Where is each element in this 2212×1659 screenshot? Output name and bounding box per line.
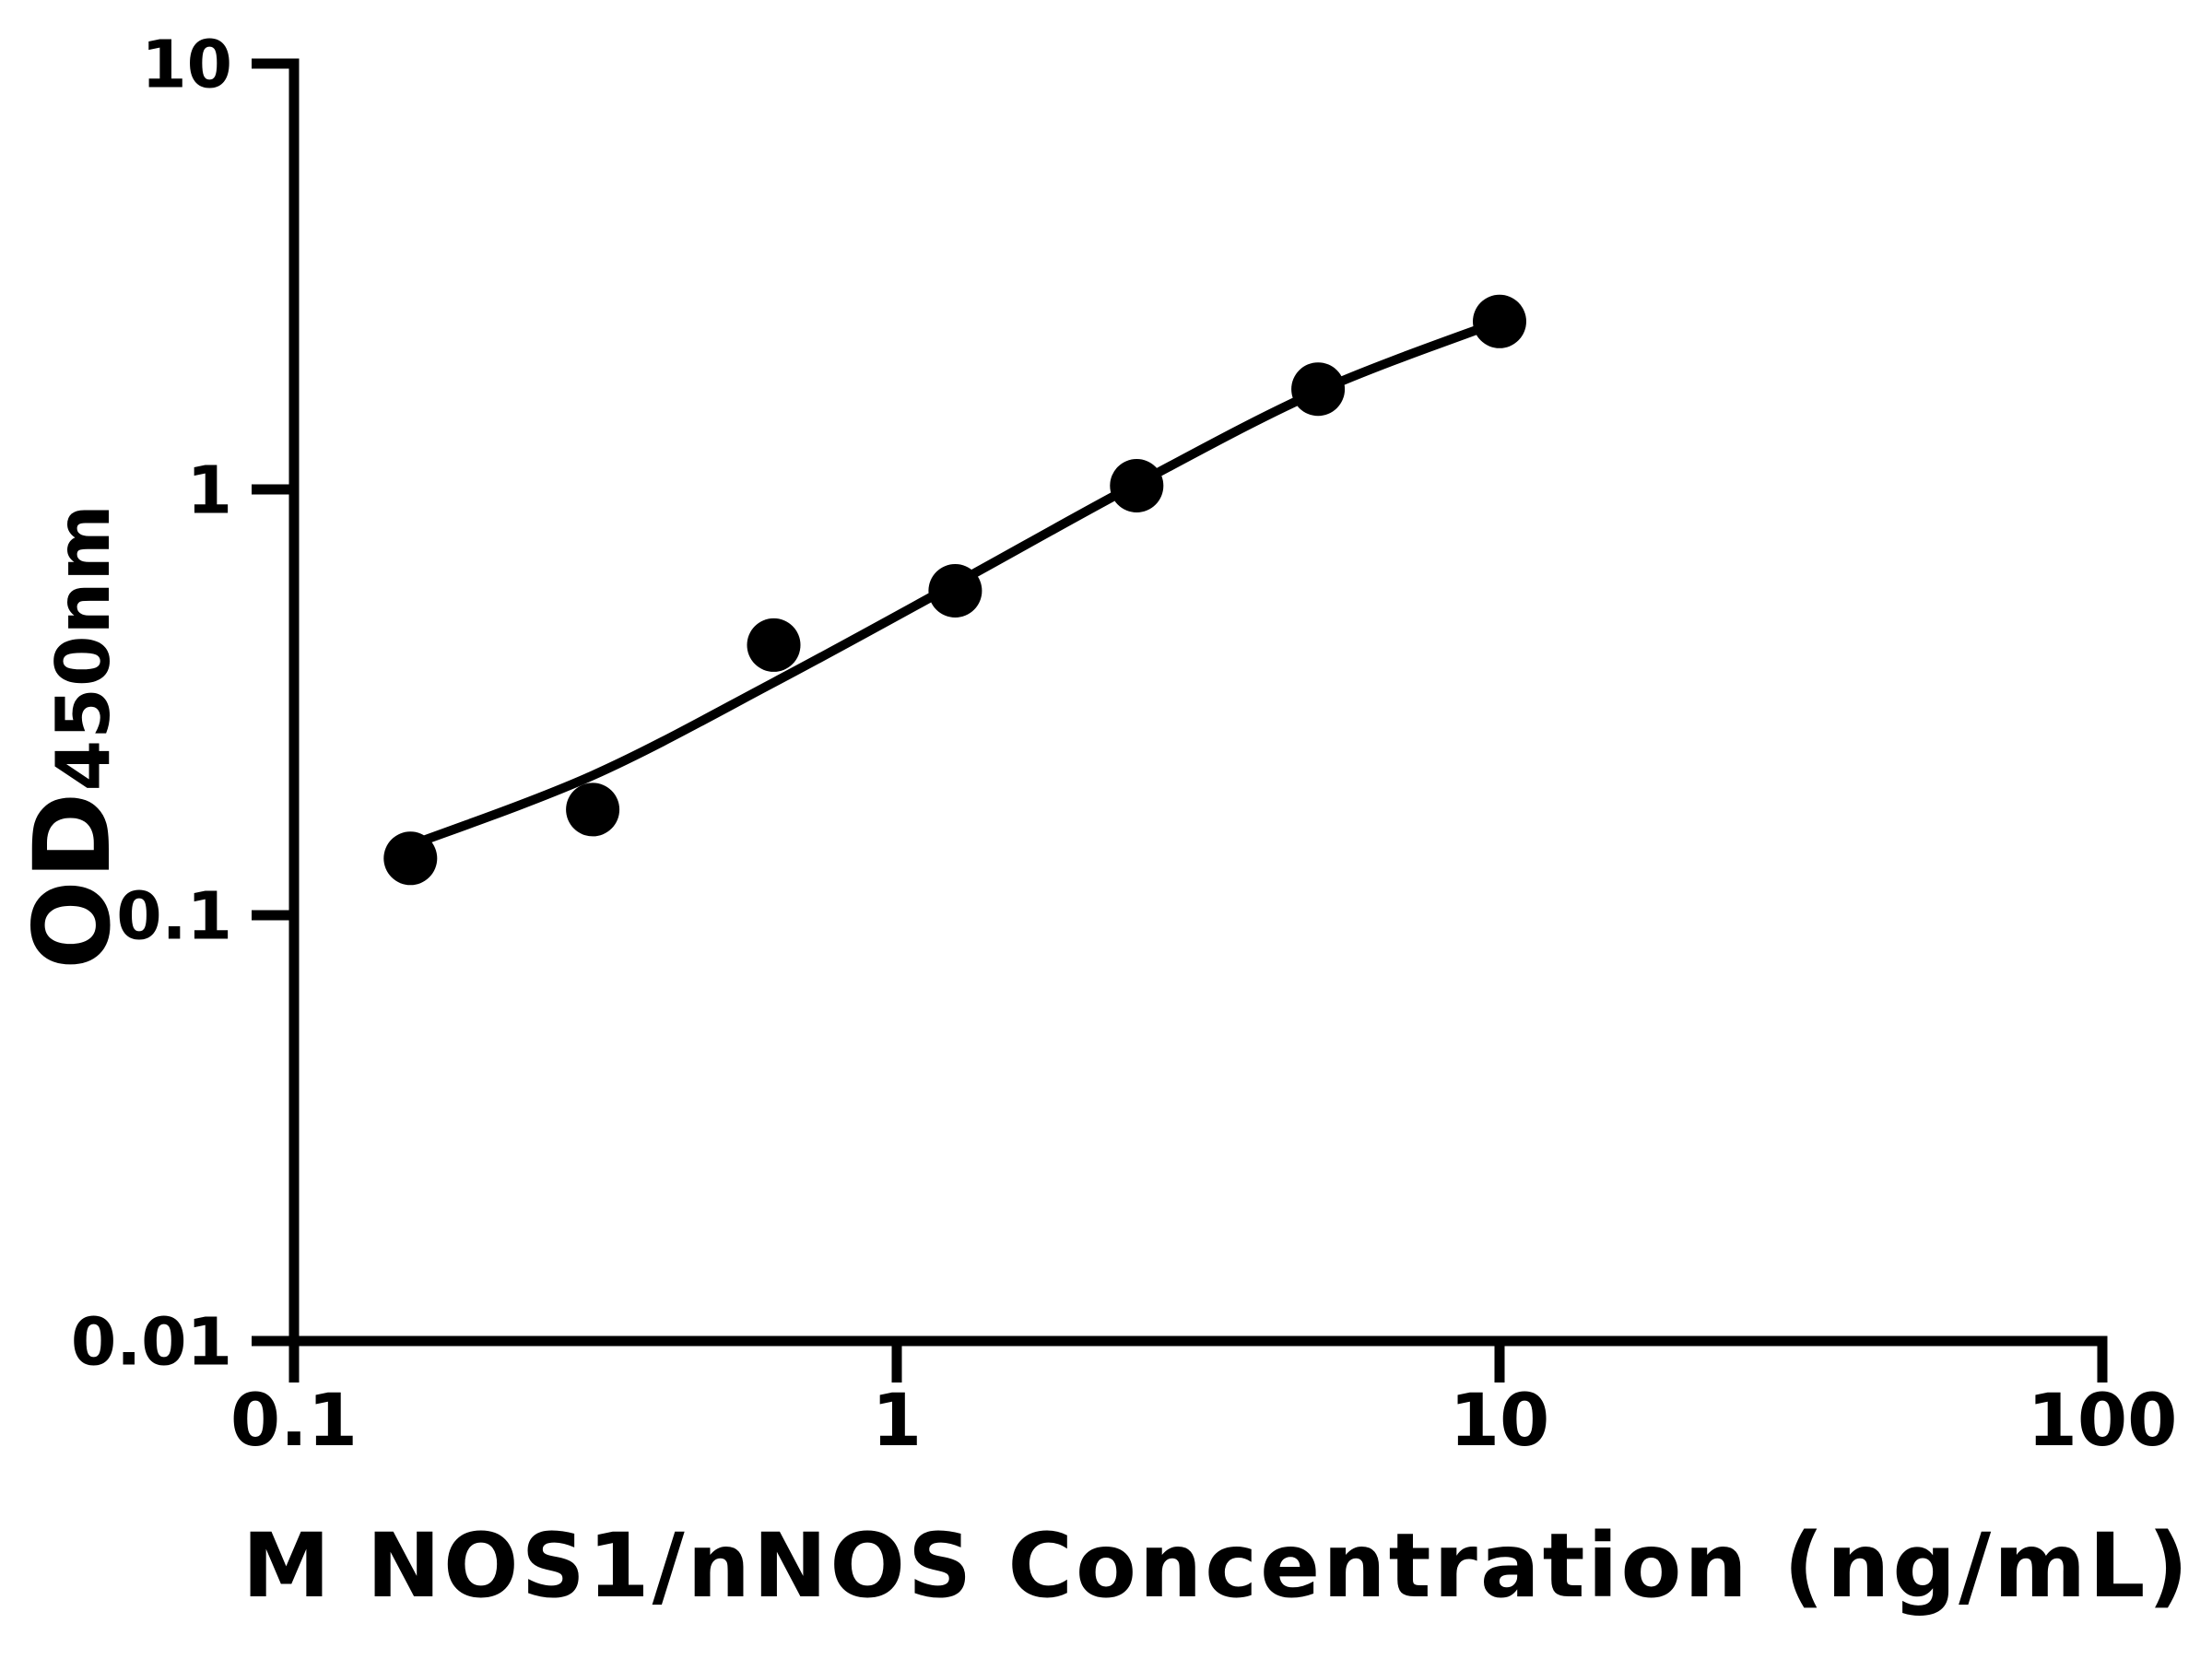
axes-and-tick-marks — [252, 58, 2108, 1382]
y-tick-label-0.1: 0.1 — [116, 878, 232, 955]
y-axis-title-main: OD — [11, 791, 134, 970]
data-point-7 — [1473, 294, 1526, 348]
y-axis-title-subscript: 450nm — [41, 503, 126, 791]
data-point-2 — [566, 782, 620, 837]
data-point-3 — [747, 618, 801, 672]
x-tick-label-10: 10 — [1450, 1380, 1550, 1463]
data-points — [383, 294, 1526, 886]
data-point-4 — [928, 564, 982, 618]
y-axis-title: OD450nm — [11, 503, 134, 970]
data-point-1 — [383, 831, 438, 886]
data-point-5 — [1110, 459, 1164, 512]
x-tick-label-1: 1 — [872, 1380, 922, 1463]
x-tick-label-100: 100 — [2028, 1380, 2178, 1463]
y-tick-label-10: 10 — [141, 27, 232, 103]
x-tick-label-0.1: 0.1 — [230, 1380, 358, 1463]
data-point-6 — [1291, 362, 1346, 417]
y-tick-label-0.01: 0.01 — [71, 1304, 232, 1381]
y-tick-label-1: 1 — [187, 453, 232, 529]
axis-frame-path — [252, 58, 2108, 1382]
x-axis-title: M NOS1/nNOS Concentration (ng/mL) — [242, 1514, 2191, 1618]
